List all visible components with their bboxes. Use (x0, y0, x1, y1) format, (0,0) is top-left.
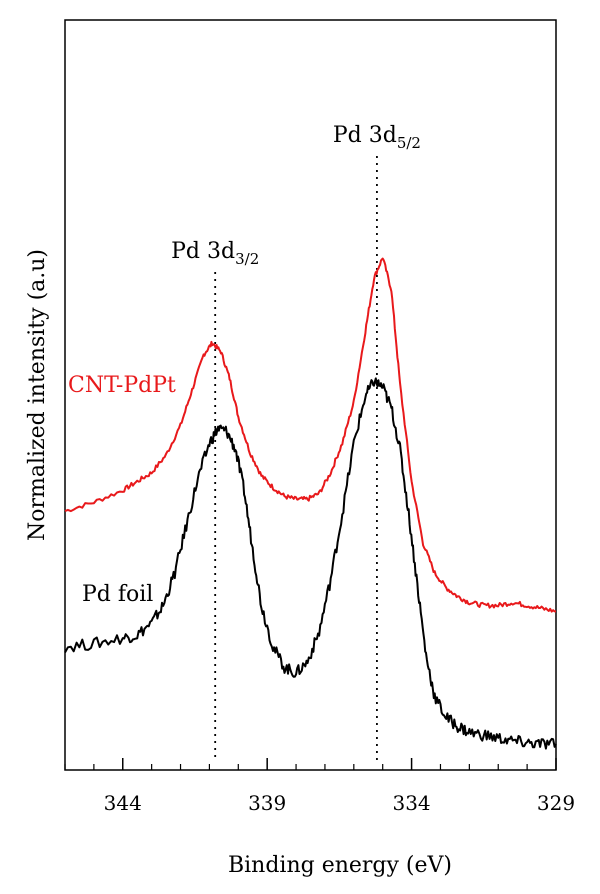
plot-frame (64, 19, 557, 771)
series-label-pd-foil: Pd foil (82, 582, 153, 607)
x-tick-label: 339 (248, 791, 286, 815)
series-label-cnt-pdpt: CNT-PdPt (68, 373, 176, 398)
x-tick-labels: 344 339 334 329 (104, 791, 575, 815)
series-line-cnt-pdpt (64, 257, 556, 613)
plot-area (64, 19, 557, 771)
x-tick-label: 344 (104, 791, 142, 815)
series-layer (64, 257, 557, 750)
minor-ticks (64, 764, 528, 770)
x-axis-title: Binding energy (eV) (228, 853, 452, 878)
x-tick-label: 329 (537, 791, 575, 815)
peak-label: Pd 3d3/2 (171, 239, 259, 268)
peak-guide-lines (214, 156, 378, 760)
y-axis-title: Normalized intensity (a.u) (25, 249, 50, 541)
series-line-pd-foil (64, 377, 557, 750)
x-tick-label: 334 (392, 791, 430, 815)
peak-annotations: Pd 3d3/2 Pd 3d5/2 (171, 123, 421, 268)
major-ticks (122, 758, 557, 770)
peak-label: Pd 3d5/2 (333, 123, 421, 152)
